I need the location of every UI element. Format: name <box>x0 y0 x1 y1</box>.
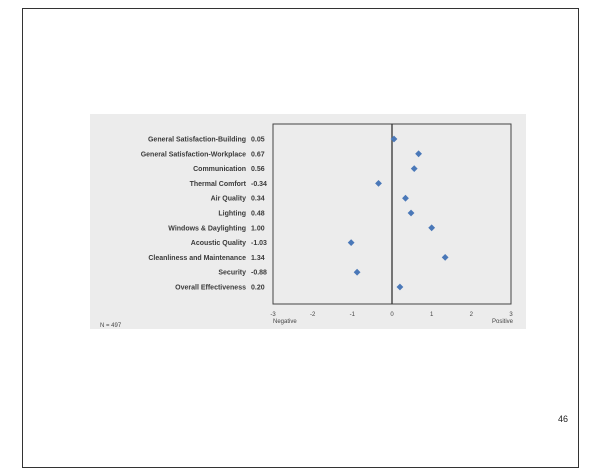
data-point <box>375 180 382 187</box>
data-point <box>347 239 355 246</box>
data-point <box>410 165 418 172</box>
value-label: -0.34 <box>251 181 267 188</box>
page-number: 46 <box>558 414 569 424</box>
sample-size-label: N = 497 <box>100 323 122 329</box>
scanned-chart-background <box>90 114 526 329</box>
category-label: Overall Effectiveness <box>175 285 246 292</box>
negative-label: Negative <box>273 319 297 325</box>
satisfaction-chart: General Satisfaction-Building General Sat… <box>100 123 514 329</box>
x-tick-label: -3 <box>270 312 276 318</box>
value-label: 0.34 <box>251 196 265 203</box>
positive-label: Positive <box>492 319 514 325</box>
x-tick-label: 3 <box>509 312 513 318</box>
data-point <box>407 209 415 217</box>
x-tick-label: -2 <box>310 312 316 318</box>
value-label: 1.34 <box>251 255 265 262</box>
value-label: 1.00 <box>251 225 265 232</box>
category-label: General Satisfaction-Workplace <box>141 151 246 158</box>
category-label: Security <box>218 270 246 277</box>
value-label: 0.56 <box>251 166 265 173</box>
data-point <box>402 194 409 202</box>
category-label: Air Quality <box>211 196 247 203</box>
category-label: General Satisfaction-Building <box>148 137 246 144</box>
category-label: Cleanliness and Maintenance <box>148 255 246 262</box>
x-tick-label: 2 <box>470 312 474 318</box>
value-label: 0.48 <box>251 211 265 218</box>
category-label: Acoustic Quality <box>191 240 246 247</box>
category-label: Windows & Daylighting <box>168 225 246 232</box>
value-label: 0.05 <box>251 137 265 144</box>
data-point <box>390 135 398 143</box>
data-point <box>415 150 422 158</box>
category-label: Thermal Comfort <box>190 181 247 188</box>
data-point <box>353 268 361 276</box>
data-point <box>428 224 436 232</box>
category-label: Communication <box>193 166 246 173</box>
category-label: Lighting <box>218 211 246 218</box>
data-point <box>396 283 404 291</box>
data-point <box>441 254 449 261</box>
slide: General Satisfaction-Building General Sat… <box>22 8 579 468</box>
value-label: -1.03 <box>251 240 267 247</box>
x-tick-label: -1 <box>350 312 356 318</box>
x-tick-label: 1 <box>430 312 434 318</box>
value-label: 0.20 <box>251 285 265 292</box>
value-label: 0.67 <box>251 151 265 158</box>
x-tick-label: 0 <box>390 312 394 318</box>
value-label: -0.88 <box>251 270 267 277</box>
